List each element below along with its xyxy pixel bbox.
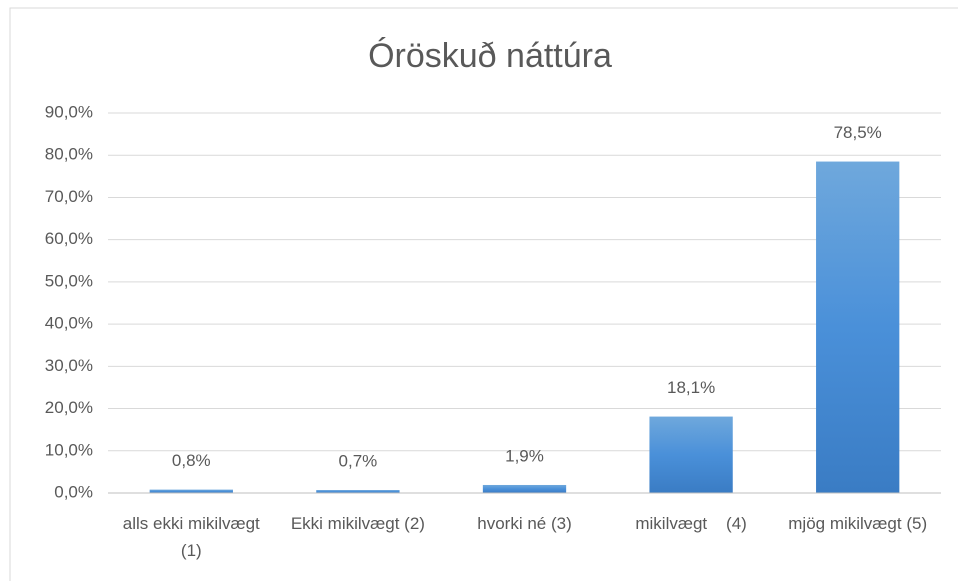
chart-border xyxy=(9,7,958,581)
data-label: 0,8% xyxy=(172,451,211,470)
y-tick-label: 70,0% xyxy=(45,187,93,206)
x-tick-label: Ekki mikilvægt (2) xyxy=(290,514,425,533)
bar xyxy=(316,490,400,493)
x-tick-label: mikilvægt (4) xyxy=(635,514,747,533)
bar xyxy=(649,416,733,493)
bar xyxy=(816,161,900,494)
y-tick-label: 80,0% xyxy=(45,145,93,164)
y-tick-label: 50,0% xyxy=(45,271,93,290)
y-tick-label: 30,0% xyxy=(45,356,93,375)
y-tick-label: 90,0% xyxy=(45,102,93,121)
chart-title: Óröskuð náttúra xyxy=(368,37,612,75)
data-label: 78,5% xyxy=(834,123,882,142)
x-tick-label: alls ekki mikilvægt (1) xyxy=(122,514,270,560)
x-tick-label: hvorki né (3) xyxy=(477,514,572,533)
y-tick-label: 20,0% xyxy=(45,398,93,417)
y-tick-label: 0,0% xyxy=(54,482,93,501)
data-label: 1,9% xyxy=(505,446,544,465)
y-tick-label: 10,0% xyxy=(45,440,93,459)
data-label: 0,7% xyxy=(339,452,378,471)
y-tick-label: 40,0% xyxy=(45,314,93,333)
x-tick-label: mjög mikilvægt (5) xyxy=(788,514,928,533)
bar xyxy=(482,484,567,493)
data-label: 18,1% xyxy=(667,378,715,397)
bar xyxy=(149,489,233,493)
y-tick-label: 60,0% xyxy=(45,229,93,248)
